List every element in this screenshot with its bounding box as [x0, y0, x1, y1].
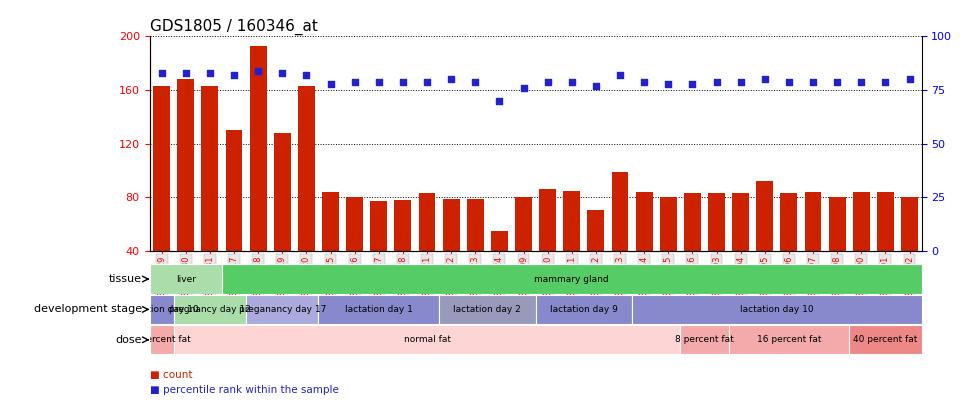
- Bar: [853, 192, 869, 251]
- Bar: [250, 46, 266, 251]
- Point: [202, 70, 217, 76]
- Bar: [246, 295, 318, 324]
- Bar: [322, 192, 339, 251]
- Bar: [805, 192, 821, 251]
- Point: [901, 76, 917, 83]
- Bar: [298, 86, 315, 251]
- Point: [781, 78, 796, 85]
- Bar: [150, 264, 222, 294]
- Point: [298, 72, 314, 78]
- Bar: [467, 199, 483, 251]
- Bar: [318, 295, 439, 324]
- Point: [322, 81, 338, 87]
- Bar: [371, 201, 387, 251]
- Bar: [274, 133, 290, 251]
- Point: [684, 81, 700, 87]
- Bar: [174, 295, 246, 324]
- Point: [564, 78, 579, 85]
- Bar: [612, 172, 628, 251]
- Text: lactation day 10: lactation day 10: [124, 305, 199, 314]
- Bar: [443, 199, 459, 251]
- Point: [612, 72, 627, 78]
- Text: liver: liver: [176, 275, 196, 284]
- Bar: [660, 197, 676, 251]
- Bar: [849, 325, 922, 354]
- Text: pregnancy day 12: pregnancy day 12: [169, 305, 251, 314]
- Bar: [708, 194, 725, 251]
- Text: lactation day 10: lactation day 10: [740, 305, 813, 314]
- Bar: [419, 194, 435, 251]
- Bar: [153, 86, 170, 251]
- Text: 8 percent fat: 8 percent fat: [132, 335, 191, 344]
- Point: [757, 76, 772, 83]
- Text: tissue: tissue: [109, 274, 142, 284]
- Bar: [680, 325, 729, 354]
- Point: [467, 78, 482, 85]
- Point: [153, 70, 169, 76]
- Point: [636, 78, 651, 85]
- Point: [250, 68, 265, 74]
- Bar: [395, 200, 411, 251]
- Point: [732, 78, 748, 85]
- Point: [829, 78, 844, 85]
- Point: [853, 78, 869, 85]
- Bar: [781, 194, 797, 251]
- Bar: [588, 209, 604, 251]
- Point: [491, 98, 508, 104]
- Bar: [515, 197, 532, 251]
- Point: [419, 78, 434, 85]
- Point: [443, 76, 458, 83]
- Point: [346, 78, 362, 85]
- Text: 8 percent fat: 8 percent fat: [676, 335, 733, 344]
- Text: lactation day 2: lactation day 2: [454, 305, 521, 314]
- Point: [226, 72, 241, 78]
- Point: [274, 70, 290, 76]
- Bar: [901, 197, 918, 251]
- Bar: [829, 197, 845, 251]
- Point: [660, 81, 676, 87]
- Text: mammary gland: mammary gland: [535, 275, 609, 284]
- Text: 16 percent fat: 16 percent fat: [757, 335, 821, 344]
- Text: lactation day 1: lactation day 1: [345, 305, 413, 314]
- Text: lactation day 9: lactation day 9: [550, 305, 618, 314]
- Bar: [178, 79, 194, 251]
- Bar: [226, 130, 242, 251]
- Bar: [150, 325, 174, 354]
- Bar: [732, 194, 749, 251]
- Bar: [632, 295, 922, 324]
- Bar: [439, 295, 536, 324]
- Point: [371, 78, 386, 85]
- Bar: [636, 192, 652, 251]
- Bar: [491, 231, 508, 251]
- Point: [708, 78, 724, 85]
- Bar: [536, 295, 632, 324]
- Bar: [729, 325, 849, 354]
- Bar: [684, 194, 701, 251]
- Text: preganancy day 17: preganancy day 17: [238, 305, 326, 314]
- Bar: [150, 295, 174, 324]
- Text: 40 percent fat: 40 percent fat: [853, 335, 918, 344]
- Text: normal fat: normal fat: [403, 335, 451, 344]
- Bar: [564, 191, 580, 251]
- Text: development stage: development stage: [34, 305, 142, 314]
- Point: [515, 85, 531, 91]
- Bar: [877, 192, 894, 251]
- Text: GDS1805 / 160346_at: GDS1805 / 160346_at: [150, 19, 317, 35]
- Text: ■ percentile rank within the sample: ■ percentile rank within the sample: [150, 385, 339, 394]
- Bar: [346, 197, 363, 251]
- Text: ■ count: ■ count: [150, 370, 192, 379]
- Point: [877, 78, 893, 85]
- Point: [395, 78, 410, 85]
- Point: [539, 78, 555, 85]
- Text: dose: dose: [116, 335, 142, 345]
- Bar: [539, 190, 556, 251]
- Bar: [174, 325, 680, 354]
- Point: [588, 83, 604, 89]
- Point: [805, 78, 820, 85]
- Bar: [757, 181, 773, 251]
- Point: [178, 70, 193, 76]
- Bar: [202, 86, 218, 251]
